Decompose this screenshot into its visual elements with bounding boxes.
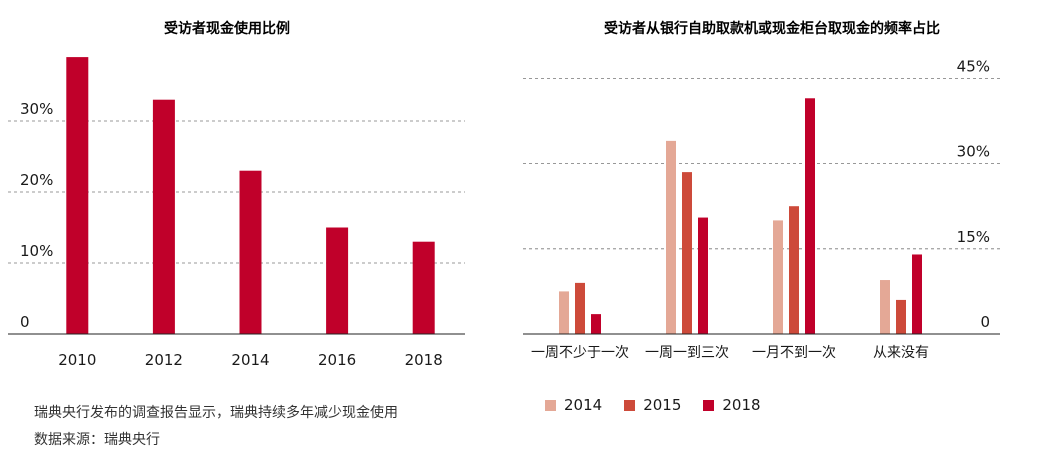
chart1-x-tick-label: 2018 bbox=[405, 351, 443, 369]
chart1-bar bbox=[326, 227, 349, 334]
legend-item-2014: 2014 bbox=[545, 396, 602, 414]
chart1-bar bbox=[412, 241, 435, 334]
chart2-x-tick-label: 一周不少于一次 bbox=[531, 345, 629, 361]
chart1-y-tick-label: 20% bbox=[20, 171, 53, 189]
chart2-bar-2015 bbox=[789, 206, 799, 334]
chart1-x-tick-label: 2016 bbox=[318, 351, 356, 369]
chart1-x-tick-label: 2012 bbox=[145, 351, 183, 369]
chart2-bar-2018 bbox=[912, 254, 922, 334]
chart1-y-tick-label: 0 bbox=[20, 313, 30, 331]
chart2-y-tick-label: 15% bbox=[957, 228, 990, 246]
legend-swatch-2014 bbox=[545, 399, 556, 411]
chart2-bar-2015 bbox=[682, 172, 692, 334]
chart2-title: 受访者从银行自助取款机或现金柜台取现金的频率占比 bbox=[604, 20, 940, 37]
legend-label-2015: 2015 bbox=[643, 396, 682, 414]
chart2-x-tick-label: 一月不到一次 bbox=[752, 345, 836, 361]
chart2-bar-2014 bbox=[666, 140, 676, 334]
chart2-bar-2015 bbox=[896, 299, 906, 334]
legend-item-2015: 2015 bbox=[624, 396, 681, 414]
chart1-title: 受访者现金使用比例 bbox=[164, 20, 290, 37]
chart2-y-tick-label: 0 bbox=[980, 313, 990, 331]
chart2-plot: 0 15% 30% 45% 一周不少于一次 一周一到三次 一月不到一次 从来没有 bbox=[523, 57, 1000, 361]
chart1-x-tick-label: 2010 bbox=[58, 351, 96, 369]
chart1-bar bbox=[152, 99, 175, 334]
chart1-plot: 0 10% 20% 30% 2010 2012 2014 2016 2018 bbox=[8, 57, 465, 369]
chart2-y-tick-label: 45% bbox=[957, 57, 990, 75]
chart2-x-tick-label: 从来没有 bbox=[873, 345, 929, 361]
chart2-bar-2018 bbox=[698, 217, 708, 334]
legend-label-2018: 2018 bbox=[722, 396, 761, 414]
chart2-y-tick-label: 30% bbox=[957, 143, 990, 161]
chart2-bar-2018 bbox=[805, 98, 815, 334]
chart2-bar-2015 bbox=[575, 282, 585, 334]
legend-swatch-2018 bbox=[703, 399, 715, 411]
chart2-bar-2018 bbox=[591, 314, 601, 334]
chart2-bar-2014 bbox=[880, 280, 890, 334]
source-text: 数据来源：瑞典央行 bbox=[34, 432, 160, 448]
chart2-bar-2014 bbox=[559, 291, 569, 334]
chart1-y-tick-label: 10% bbox=[20, 242, 53, 260]
chart1-bar bbox=[66, 57, 89, 334]
legend-item-2018: 2018 bbox=[703, 396, 761, 414]
chart1-bar bbox=[239, 170, 262, 334]
footnote-text: 瑞典央行发布的调查报告显示，瑞典持续多年减少现金使用 bbox=[34, 405, 398, 421]
legend-label-2014: 2014 bbox=[564, 396, 603, 414]
chart2-x-tick-label: 一周一到三次 bbox=[645, 345, 729, 361]
chart1-y-tick-label: 30% bbox=[20, 100, 53, 118]
chart2-legend: 2014 2015 2018 bbox=[545, 396, 761, 414]
legend-swatch-2015 bbox=[624, 399, 636, 411]
chart2-bar-2014 bbox=[773, 220, 783, 334]
chart1-x-tick-label: 2014 bbox=[231, 351, 269, 369]
